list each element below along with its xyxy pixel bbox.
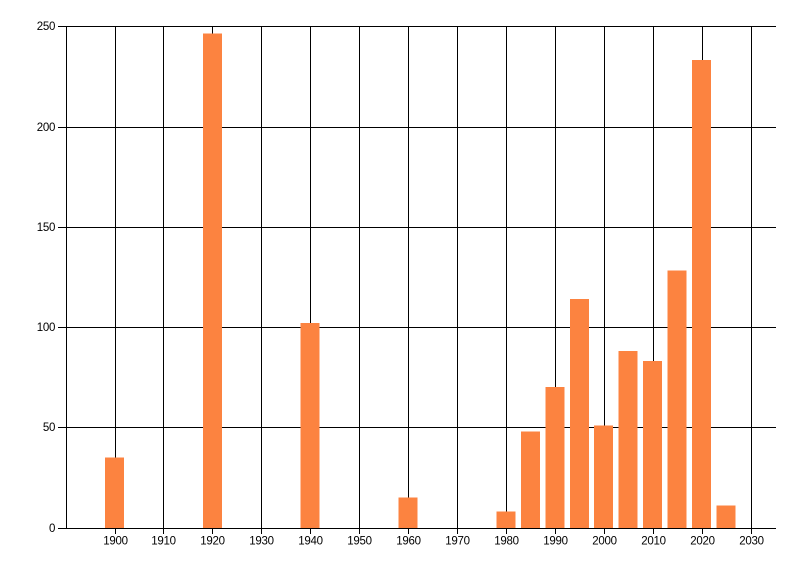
svg-text:1970: 1970 <box>445 536 469 548</box>
svg-text:1900: 1900 <box>103 536 127 548</box>
svg-text:1960: 1960 <box>396 536 420 548</box>
svg-text:200: 200 <box>37 122 55 134</box>
svg-text:2020: 2020 <box>690 536 714 548</box>
svg-text:1920: 1920 <box>200 536 224 548</box>
svg-text:100: 100 <box>37 322 55 334</box>
svg-text:150: 150 <box>37 222 55 234</box>
svg-text:2010: 2010 <box>641 536 665 548</box>
svg-text:1910: 1910 <box>151 536 175 548</box>
svg-text:250: 250 <box>37 21 55 33</box>
svg-text:1940: 1940 <box>298 536 322 548</box>
svg-text:1950: 1950 <box>347 536 371 548</box>
svg-text:2030: 2030 <box>739 536 763 548</box>
svg-text:2000: 2000 <box>592 536 616 548</box>
svg-text:0: 0 <box>49 523 55 535</box>
svg-text:50: 50 <box>43 422 55 434</box>
svg-text:1980: 1980 <box>494 536 518 548</box>
svg-text:1930: 1930 <box>249 536 273 548</box>
svg-text:1990: 1990 <box>543 536 567 548</box>
